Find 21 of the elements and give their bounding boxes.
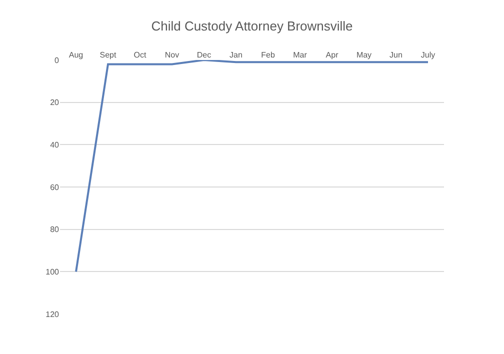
y-tick-label: 100: [46, 267, 60, 276]
x-tick-label: Jan: [230, 50, 242, 60]
x-tick-label: Nov: [164, 50, 180, 60]
x-tick-label: Sept: [100, 50, 117, 60]
x-tick-label: Aug: [68, 50, 84, 60]
y-tick-label: 80: [50, 225, 60, 234]
x-tick-label: Apr: [326, 50, 339, 60]
x-tick-label: Oct: [134, 50, 147, 60]
y-tick-label: 60: [50, 182, 60, 192]
x-tick-label: Dec: [196, 50, 212, 60]
x-tick-label: Jun: [390, 50, 402, 60]
y-tick-label: 40: [50, 140, 60, 150]
x-tick-label: Mar: [293, 50, 308, 60]
y-tick-label: 120: [46, 310, 60, 319]
chart-title: Child Custody Attorney Brownsville: [151, 18, 353, 34]
x-tick-label: July: [420, 50, 436, 60]
line-series: [75, 60, 429, 273]
y-tick-label: 20: [50, 98, 60, 108]
x-tick-label: Feb: [261, 50, 276, 60]
x-tick-label: May: [356, 50, 372, 60]
y-tick-label: 0: [54, 56, 60, 65]
